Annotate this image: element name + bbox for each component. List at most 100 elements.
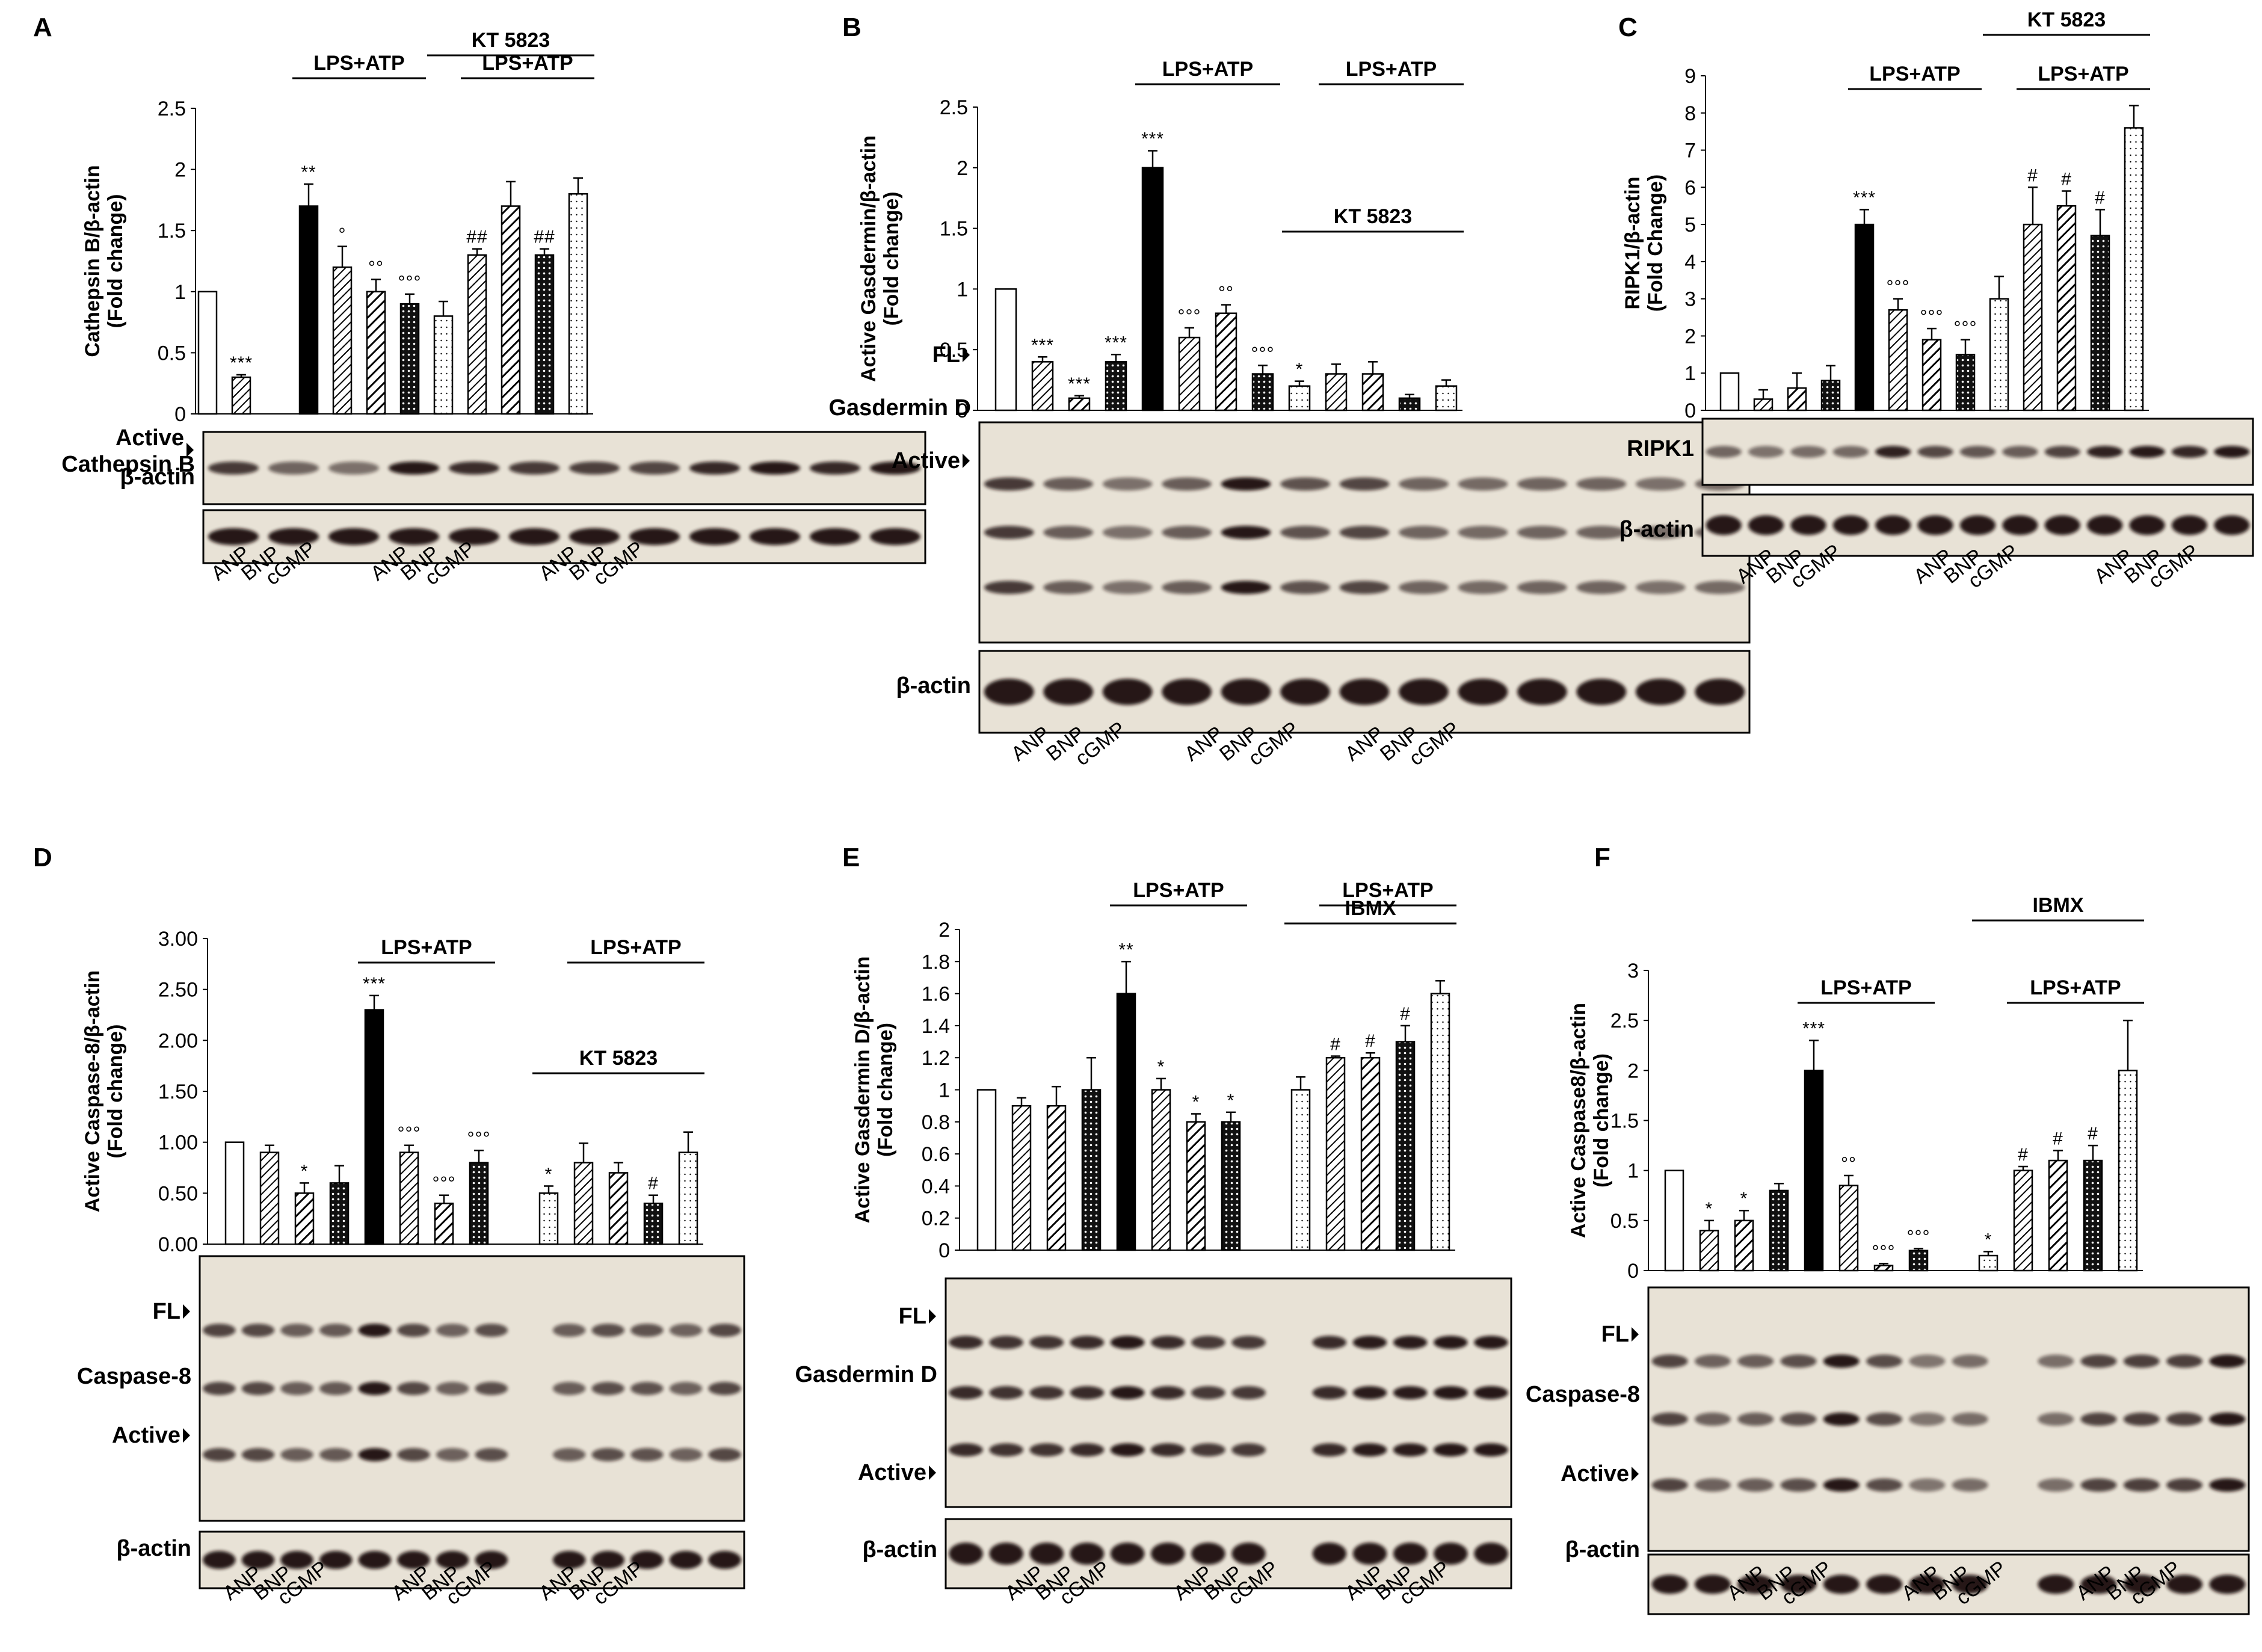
band-arrow-icon	[183, 1428, 190, 1443]
blot-band	[1917, 446, 1953, 458]
blot-band	[591, 1550, 624, 1570]
blot-band	[1823, 1354, 1860, 1368]
blot-band	[1706, 446, 1742, 458]
blot-band	[241, 1448, 275, 1461]
blot-band	[509, 528, 559, 546]
blot-band	[1651, 1574, 1688, 1594]
blot-band	[1909, 1354, 1946, 1368]
blot-band	[397, 1324, 430, 1337]
blot-band	[280, 1550, 313, 1570]
bar	[994, 288, 1017, 411]
blot-band	[1280, 581, 1330, 594]
blot-band	[1790, 446, 1826, 458]
bar	[1955, 354, 1976, 411]
blot-label: β-actin	[896, 673, 971, 698]
significance-mark: *	[1192, 1092, 1200, 1112]
y-tick-label: 1	[1684, 362, 1696, 385]
blot-band	[328, 461, 379, 475]
y-axis-label-line: Active Gasdermin/β-actin	[857, 135, 880, 382]
blot-band	[1231, 1386, 1266, 1399]
blot-label: Caspase-8	[77, 1364, 191, 1389]
bar	[1046, 1105, 1067, 1251]
y-axis-label-line: Active Caspase-8/β-actin	[81, 970, 104, 1212]
blot-band	[1162, 526, 1212, 539]
blot-band	[319, 1550, 353, 1570]
bar	[332, 266, 353, 415]
y-tick-label: 1	[957, 278, 968, 301]
blot-band	[475, 1550, 508, 1570]
blot-band	[1748, 446, 1784, 458]
blot-band	[1102, 581, 1153, 594]
blot-label: FL	[153, 1299, 180, 1324]
y-tick-label: 2	[938, 919, 950, 942]
y-axis-label-line: (Fold change)	[104, 194, 127, 328]
treatment-label: LPS+ATP	[2038, 63, 2128, 85]
bar	[1699, 1230, 1719, 1272]
y-tick-label: 1.6	[922, 983, 950, 1006]
y-tick-label: 1.2	[922, 1047, 950, 1070]
blot-band	[870, 461, 920, 475]
bar	[2048, 1159, 2068, 1272]
bar	[366, 291, 386, 415]
y-tick-label: 0.6	[922, 1143, 950, 1166]
bar	[1068, 397, 1091, 411]
significance-mark: °°°	[1907, 1227, 1931, 1247]
blot-band	[1110, 1386, 1145, 1399]
blot-label: β-actin	[862, 1537, 937, 1562]
bar	[434, 1203, 454, 1245]
band-arrow-icon	[186, 443, 194, 457]
blot-band	[1162, 679, 1212, 705]
blot-band	[2002, 446, 2038, 458]
blot-band	[1706, 515, 1742, 535]
blot-band	[1151, 1543, 1185, 1565]
blot-band	[358, 1448, 392, 1461]
bar	[1908, 1250, 1929, 1272]
significance-mark: #	[1365, 1031, 1376, 1051]
y-tick-label: 2.50	[158, 979, 198, 1002]
blot-band	[2080, 1574, 2117, 1594]
blot-band	[389, 528, 439, 546]
blot-band	[708, 1324, 741, 1337]
y-tick-label: 0.50	[158, 1182, 198, 1205]
blot-band	[1280, 679, 1330, 705]
blot-band	[949, 1386, 983, 1399]
blot-band	[1790, 515, 1826, 535]
blot-band	[669, 1382, 703, 1395]
y-tick-label: 1	[1627, 1160, 1639, 1183]
significance-mark: *	[1227, 1091, 1235, 1111]
blot-band	[1474, 1336, 1508, 1349]
blot-band	[1952, 1413, 1988, 1426]
significance-mark: #	[2053, 1129, 2063, 1148]
blot-band	[1191, 1386, 1225, 1399]
blot-band	[2166, 1574, 2203, 1594]
blot-band	[989, 1336, 1023, 1349]
blot-band	[1823, 1413, 1860, 1426]
blot-label: Gasdermin D	[828, 395, 971, 421]
significance-mark: ***	[1853, 188, 1876, 208]
blot-label: FL	[1601, 1322, 1629, 1347]
blot-band	[319, 1382, 353, 1395]
blot-band	[449, 461, 499, 475]
chart-panel-f: F 0 0.5 1 1.5 2 2.5 3 Active Caspase8/β-actin (Fo…	[1526, 843, 2250, 1615]
significance-mark: #	[2018, 1145, 2029, 1165]
blot-band	[1312, 1386, 1347, 1399]
blot-label: Active	[112, 1423, 180, 1448]
bar	[1435, 385, 1458, 411]
blot-band	[1576, 581, 1627, 594]
blot-band	[1866, 1574, 1903, 1594]
blot-band	[1576, 477, 1627, 491]
blot-band	[1909, 1413, 1946, 1426]
bar	[1325, 373, 1348, 411]
blot-band	[1393, 1543, 1428, 1565]
blot-band	[810, 461, 860, 475]
y-tick-label: 0	[1684, 399, 1696, 422]
blot-band	[669, 1448, 703, 1461]
significance-mark: °°°	[467, 1129, 491, 1148]
blot-band	[1635, 526, 1686, 539]
blot-band	[1952, 1574, 1988, 1594]
blot-band	[591, 1448, 624, 1461]
bar	[678, 1151, 698, 1245]
blot-band	[1312, 1443, 1347, 1456]
blot-band	[810, 528, 860, 546]
